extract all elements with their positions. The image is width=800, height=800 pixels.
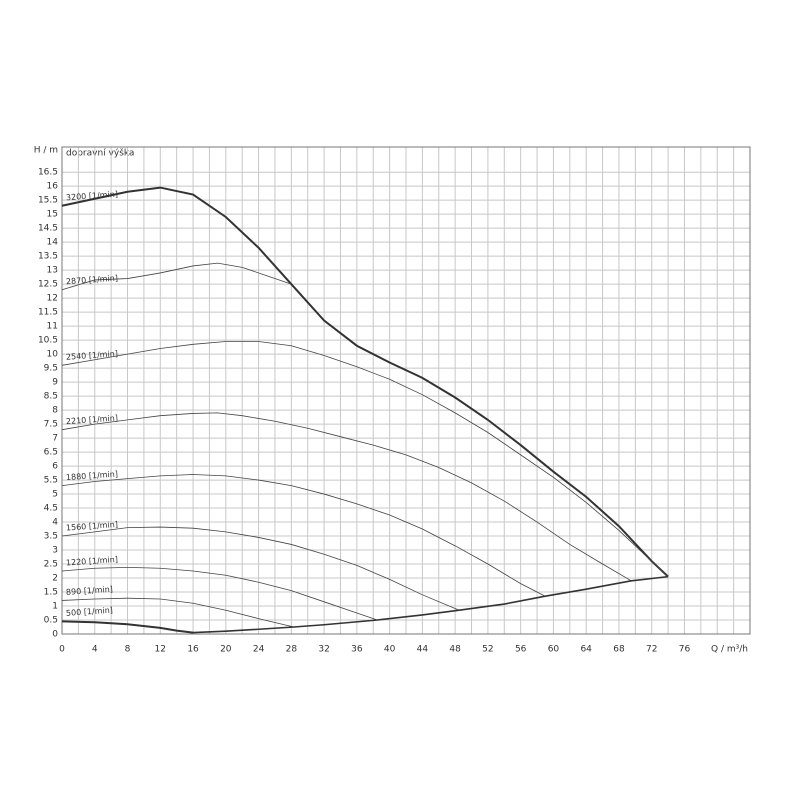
x-axis-label: Q / m³/h	[711, 645, 748, 655]
curve-label: 500 [1/min]	[66, 606, 113, 618]
x-tick-label: 12	[155, 645, 166, 655]
y-tick-label: 13.5	[38, 252, 58, 262]
x-tick-label: 40	[384, 645, 396, 655]
speed-curve	[61, 474, 546, 597]
y-tick-label: 5	[52, 490, 58, 500]
y-tick-label: 10	[47, 350, 59, 360]
y-tick-label: 12	[47, 294, 58, 304]
speed-curve	[61, 597, 294, 628]
y-tick-label: 1.5	[44, 588, 58, 598]
curve-label: 1880 [1/min]	[66, 470, 119, 483]
y-tick-label: 2.5	[44, 560, 58, 570]
y-axis-label: H / m	[34, 146, 58, 156]
x-tick-label: 72	[646, 645, 657, 655]
curve-label: 2210 [1/min]	[66, 414, 119, 427]
speed-curve	[61, 620, 194, 634]
x-tick-label: 44	[417, 645, 429, 655]
x-tick-label: 56	[515, 645, 527, 655]
x-tick-label: 76	[679, 645, 691, 655]
y-tick-label: 15.5	[38, 196, 58, 206]
speed-curve	[61, 566, 378, 621]
x-tick-label: 36	[351, 645, 363, 655]
y-tick-label: 8	[52, 406, 58, 416]
y-tick-label: 12.5	[38, 280, 58, 290]
plot-border	[61, 146, 751, 635]
y-tick-label: 13	[47, 266, 58, 276]
y-tick-label: 0	[52, 630, 58, 640]
x-tick-label: 20	[220, 645, 232, 655]
x-tick-label: 24	[253, 645, 265, 655]
y-tick-label: 2	[52, 574, 58, 584]
y-tick-label: 1	[52, 602, 58, 612]
speed-curve	[61, 526, 460, 611]
x-tick-label: 48	[449, 645, 461, 655]
y-tick-label: 5.5	[44, 476, 58, 486]
y-tick-label: 3	[52, 546, 58, 556]
x-tick-label: 32	[318, 645, 329, 655]
x-tick-label: 4	[92, 645, 98, 655]
y-axis-title: dopravní výška	[66, 148, 134, 159]
y-tick-label: 16.5	[38, 168, 58, 178]
limit-curve	[193, 575, 669, 634]
y-tick-label: 4	[52, 518, 58, 528]
y-tick-label: 11	[47, 322, 58, 332]
curve-label: 3200 [1/min]	[66, 190, 119, 203]
y-tick-label: 16	[47, 182, 59, 192]
y-tick-label: 15	[47, 210, 58, 220]
speed-curve	[61, 262, 292, 291]
y-tick-label: 0.5	[44, 616, 58, 626]
y-tick-label: 9.5	[44, 364, 58, 374]
x-tick-label: 16	[187, 645, 199, 655]
y-tick-label: 11.5	[38, 308, 58, 318]
speed-curve	[61, 341, 669, 577]
speed-curve	[61, 186, 669, 578]
curve-label: 2540 [1/min]	[66, 349, 119, 362]
y-tick-label: 7.5	[44, 420, 58, 430]
curve-label: 1560 [1/min]	[66, 520, 119, 533]
curve-label: 1220 [1/min]	[66, 555, 119, 568]
curve-label: 890 [1/min]	[66, 585, 113, 597]
x-tick-label: 64	[580, 645, 592, 655]
y-tick-label: 9	[52, 378, 58, 388]
speed-curve	[61, 412, 632, 582]
x-tick-label: 28	[286, 645, 298, 655]
x-tick-label: 0	[59, 645, 65, 655]
y-tick-label: 7	[52, 434, 58, 444]
y-tick-label: 10.5	[38, 336, 58, 346]
y-tick-label: 8.5	[44, 392, 58, 402]
y-tick-label: 6.5	[44, 448, 58, 458]
y-tick-label: 6	[52, 462, 58, 472]
y-tick-label: 4.5	[44, 504, 58, 514]
y-tick-label: 14.5	[38, 224, 58, 234]
x-tick-label: 8	[125, 645, 131, 655]
y-tick-label: 3.5	[44, 532, 58, 542]
x-tick-label: 60	[548, 645, 560, 655]
x-tick-label: 52	[482, 645, 493, 655]
y-tick-label: 14	[47, 238, 59, 248]
x-tick-label: 68	[613, 645, 625, 655]
curve-label: 2870 [1/min]	[66, 274, 119, 287]
